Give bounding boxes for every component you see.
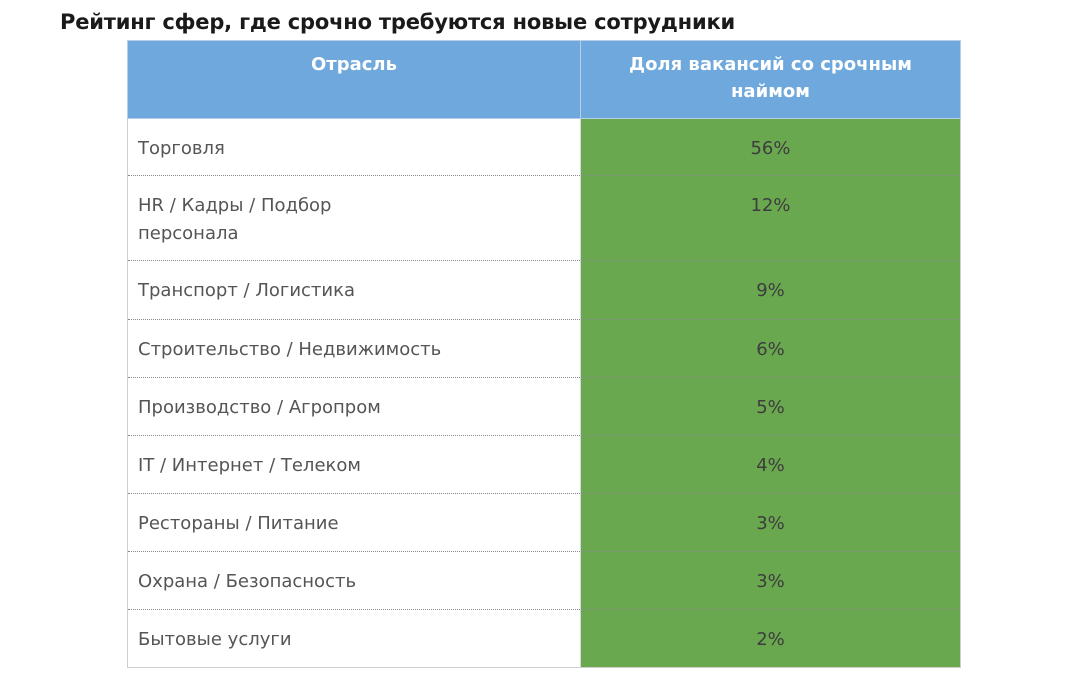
industry-cell: HR / Кадры / Подбор персонала — [127, 175, 581, 261]
share-cell: 9% — [580, 260, 961, 320]
share-cell: 3% — [580, 551, 961, 610]
table-row: Транспорт / Логистика 9% — [127, 260, 961, 320]
column-header-share: Доля вакансий со срочным наймом — [580, 40, 961, 119]
table-header-row: Отрасль Доля вакансий со срочным наймом — [127, 40, 961, 119]
share-cell: 6% — [580, 319, 961, 378]
industry-cell: Бытовые услуги — [127, 609, 581, 668]
page-title: Рейтинг сфер, где срочно требуются новые… — [60, 10, 736, 34]
table-row: Бытовые услуги 2% — [127, 609, 961, 668]
share-cell: 4% — [580, 435, 961, 494]
share-cell: 2% — [580, 609, 961, 668]
industry-table: Отрасль Доля вакансий со срочным наймом … — [127, 40, 961, 668]
share-cell: 12% — [580, 175, 961, 261]
table-row: Рестораны / Питание 3% — [127, 493, 961, 552]
industry-cell: Рестораны / Питание — [127, 493, 581, 552]
industry-cell: Производство / Агропром — [127, 377, 581, 436]
industry-cell: IT / Интернет / Телеком — [127, 435, 581, 494]
table-row: Охрана / Безопасность 3% — [127, 551, 961, 610]
share-cell: 56% — [580, 118, 961, 176]
table-row: HR / Кадры / Подбор персонала 12% — [127, 175, 961, 261]
industry-cell: Торговля — [127, 118, 581, 176]
share-cell: 5% — [580, 377, 961, 436]
column-header-industry: Отрасль — [127, 40, 581, 119]
industry-label: HR / Кадры / Подбор персонала — [138, 195, 332, 244]
table-row: Строительство / Недвижимость 6% — [127, 319, 961, 378]
table-row: Производство / Агропром 5% — [127, 377, 961, 436]
table-row: Торговля 56% — [127, 118, 961, 176]
industry-cell: Транспорт / Логистика — [127, 260, 581, 320]
share-cell: 3% — [580, 493, 961, 552]
industry-cell: Охрана / Безопасность — [127, 551, 581, 610]
industry-cell: Строительство / Недвижимость — [127, 319, 581, 378]
table-row: IT / Интернет / Телеком 4% — [127, 435, 961, 494]
